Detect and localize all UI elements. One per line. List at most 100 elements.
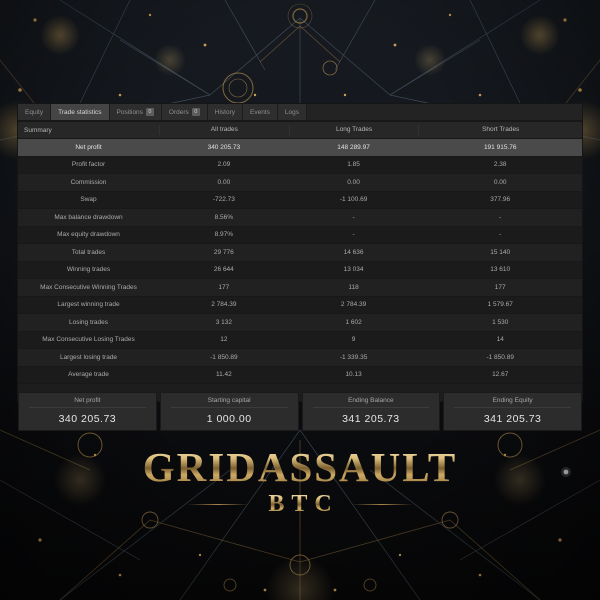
row-value-all-trades: 8.56%	[214, 213, 234, 221]
row-value-long-trades: -	[352, 213, 355, 221]
table-row[interactable]: Largest winning trade 2 784.39 2 784.39 …	[18, 296, 582, 314]
column-header-short-trades[interactable]: Short Trades	[418, 125, 582, 135]
row-value-short-trades: 15 140	[490, 248, 511, 256]
row-label: Max equity drawdown	[57, 231, 120, 239]
stats-table-body: Net profit 340 205.73 148 289.97 191 915…	[18, 139, 582, 384]
row-value-short-trades: 1 530	[492, 318, 509, 326]
table-row[interactable]: Largest losing trade -1 850.89 -1 339.35…	[18, 349, 582, 367]
row-label: Winning trades	[66, 266, 111, 274]
row-value-all-trades: 2 784.39	[211, 301, 237, 309]
table-row[interactable]: Max balance drawdown 8.56% - -	[18, 209, 582, 227]
tab-bar: Equity Trade statistics Positions 0 Orde…	[18, 104, 582, 122]
row-value-long-trades: 0.00	[347, 178, 360, 186]
row-label: Losing trades	[68, 318, 109, 326]
summary-card: Starting capital 1 000.00	[159, 392, 299, 431]
summary-card: Net profit 340 205.73	[18, 392, 157, 431]
row-value-all-trades: 8.97%	[214, 231, 234, 239]
row-value-long-trades: 118	[348, 283, 359, 291]
summary-card-value: 1 000.00	[206, 413, 252, 425]
table-row[interactable]: Average trade 11.42 10.13 12.67	[18, 366, 582, 384]
tab-label: Logs	[284, 108, 300, 116]
row-value-short-trades: 13 610	[490, 266, 511, 274]
row-value-short-trades: 0.00	[493, 178, 507, 186]
row-value-short-trades: 177	[494, 283, 506, 291]
row-value-all-trades: 26 644	[213, 266, 234, 274]
tab-label: Equity	[25, 108, 44, 116]
table-header: Summary All trades Long Trades Short Tra…	[18, 122, 582, 139]
row-value-long-trades: 148 289.97	[337, 143, 370, 151]
tab[interactable]: Equity	[18, 104, 52, 120]
stats-panel: Equity Trade statistics Positions 0 Orde…	[18, 104, 582, 401]
row-value-short-trades: 377.96	[490, 196, 511, 204]
summary-card-label: Ending Equity	[454, 393, 571, 408]
row-label: Net profit	[75, 143, 102, 151]
row-label: Swap	[80, 196, 97, 204]
summary-card-value: 340 205.73	[58, 413, 117, 425]
summary-card-value: 341 205.73	[483, 413, 542, 425]
tab[interactable]: Orders 0	[161, 104, 208, 120]
row-value-long-trades: 2 784.39	[340, 301, 367, 309]
table-row[interactable]: Max Consecutive Winning Trades 177 118 1…	[18, 279, 582, 297]
row-value-short-trades: -1 850.89	[486, 353, 514, 361]
row-label: Max balance drawdown	[54, 213, 123, 221]
table-row[interactable]: Winning trades 26 644 13 034 13 610	[18, 261, 582, 279]
row-value-all-trades: 0.00	[217, 178, 231, 186]
row-value-short-trades: 14	[496, 336, 504, 344]
tab[interactable]: Logs	[277, 104, 308, 120]
row-value-short-trades: 1 579.67	[487, 301, 513, 309]
column-header-summary[interactable]: Summary	[24, 126, 52, 134]
table-row[interactable]: Max Consecutive Losing Trades 12 9 14	[18, 331, 582, 349]
table-row[interactable]: Profit factor 2.09 1.85 2.38	[18, 156, 582, 174]
tab-count-badge: 0	[191, 108, 200, 116]
summary-card-label: Starting capital	[170, 393, 288, 408]
row-label: Max Consecutive Losing Trades	[42, 336, 135, 344]
row-label: Max Consecutive Winning Trades	[40, 283, 137, 291]
row-value-long-trades: 10.13	[345, 371, 362, 379]
row-value-long-trades: -	[352, 231, 355, 239]
logo-line-left	[187, 503, 250, 505]
row-value-all-trades: 340 205.73	[207, 143, 241, 151]
row-label: Profit factor	[71, 161, 106, 169]
table-row[interactable]: Swap -722.73 -1 100.69 377.96	[18, 191, 582, 209]
summary-cards: Net profit 340 205.73 Starting capital 1…	[18, 392, 582, 431]
row-value-short-trades: -	[499, 213, 502, 221]
row-label: Largest losing trade	[59, 353, 118, 361]
row-label: Largest winning trade	[57, 301, 120, 309]
row-value-short-trades: 2.38	[493, 161, 507, 169]
tab[interactable]: Events	[243, 104, 278, 120]
summary-card-label: Net profit	[29, 393, 146, 408]
row-value-long-trades: 1 602	[345, 318, 362, 326]
table-footer-spacer	[18, 384, 582, 401]
row-value-all-trades: 12	[220, 336, 228, 344]
row-value-long-trades: -1 339.35	[339, 353, 368, 361]
table-row[interactable]: Net profit 340 205.73 148 289.97 191 915…	[18, 139, 582, 157]
tab-label: Positions	[116, 108, 143, 116]
brand-logo-title: GRIDASSAULT	[0, 447, 600, 488]
summary-card: Ending Balance 341 205.73	[301, 392, 441, 431]
tab-label: Events	[250, 108, 270, 116]
table-row[interactable]: Max equity drawdown 8.97% - -	[18, 226, 582, 244]
row-value-all-trades: 177	[218, 283, 230, 291]
row-value-long-trades: 1.85	[347, 161, 360, 169]
tab-count-badge: 0	[145, 108, 154, 116]
column-header-all-trades[interactable]: All trades	[159, 125, 289, 135]
row-value-all-trades: 11.42	[215, 371, 232, 379]
tab-label: Orders	[168, 108, 189, 116]
tab[interactable]: Positions 0	[109, 104, 162, 120]
tab[interactable]: History	[207, 104, 244, 120]
tab[interactable]: Trade statistics	[51, 104, 110, 120]
row-value-all-trades: 3 132	[215, 318, 232, 326]
row-value-all-trades: -1 850.89	[210, 353, 238, 361]
brand-logo-subtitle-row: BTC	[0, 492, 600, 516]
table-row[interactable]: Total trades 29 776 14 636 15 140	[18, 244, 582, 262]
row-value-long-trades: -1 100.69	[339, 196, 368, 204]
row-value-short-trades: 12.67	[492, 371, 509, 379]
row-label: Average trade	[68, 371, 109, 379]
tab-label: Trade statistics	[58, 108, 102, 116]
row-label: Total trades	[71, 248, 106, 256]
table-row[interactable]: Commission 0.00 0.00 0.00	[18, 174, 582, 192]
column-header-long-trades[interactable]: Long Trades	[288, 125, 419, 135]
row-value-long-trades: 14 636	[343, 248, 364, 256]
table-row[interactable]: Losing trades 3 132 1 602 1 530	[18, 314, 582, 332]
